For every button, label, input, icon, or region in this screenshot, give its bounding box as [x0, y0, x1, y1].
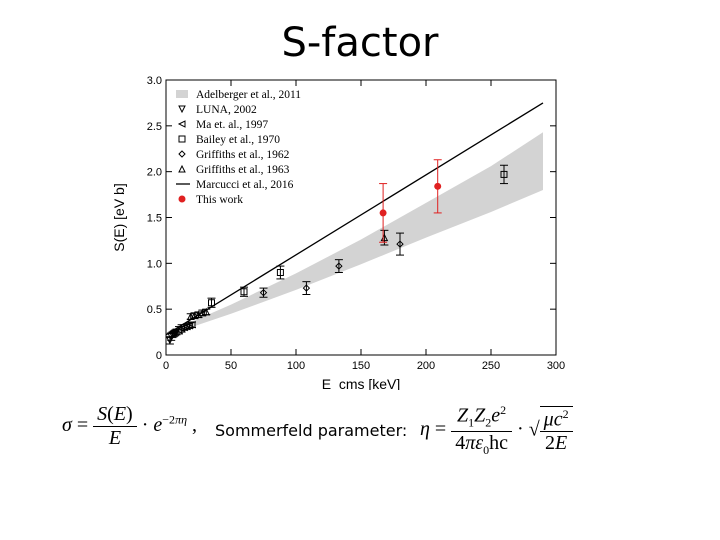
data-point	[178, 164, 186, 173]
legend-entry: Adelberger et al., 2011	[196, 89, 301, 101]
legend-symbol	[176, 90, 188, 98]
data-point	[335, 262, 343, 270]
data-point	[178, 105, 186, 114]
legend-entry: Griffiths et al., 1963	[196, 164, 290, 176]
legend-entry: Marcucci et al., 2016	[196, 179, 294, 191]
band-adelberger	[166, 132, 543, 336]
data-point	[187, 320, 196, 329]
legend-entry: This work	[196, 194, 243, 206]
data-point	[178, 135, 186, 143]
sommerfeld-formula: η = Z1Z2e2 4πε0hc · √ μc2 2E	[420, 403, 573, 458]
data-point	[240, 288, 248, 296]
data-point	[500, 170, 508, 178]
y-tick-label: 1.5	[147, 213, 162, 225]
data-point	[202, 307, 211, 316]
y-tick-label: 1.0	[147, 258, 162, 270]
x-tick-label: 50	[225, 360, 237, 372]
y-tick-label: 3.0	[147, 75, 162, 87]
s-factor-chart: 0 50 100 150 200 250 300 0 0.5 1.0 1.5 2.0 2.5 3.0 E_c…	[111, 75, 565, 390]
cross-section-formula: σ = S(E) E · e−2πη ,	[62, 403, 198, 449]
legend-entry: Ma et. al., 1997	[196, 119, 268, 131]
legend-entry: Griffiths et al., 1962	[196, 149, 290, 161]
data-point	[379, 209, 387, 217]
data-point	[302, 284, 311, 292]
sommerfeld-label: Sommerfeld parameter:	[215, 421, 408, 440]
x-tick-label: 200	[417, 360, 435, 372]
slide-title: S-factor	[281, 20, 439, 66]
x-tick-label: 250	[482, 360, 500, 372]
x-tick-label: 150	[352, 360, 370, 372]
data-point	[208, 299, 215, 307]
theory-line	[165, 102, 544, 336]
x-tick-label: 0	[163, 360, 169, 372]
data-point	[178, 195, 186, 203]
x-axis-label: E_cms [keV]	[322, 376, 401, 390]
data-point	[396, 240, 404, 248]
data-point	[177, 120, 186, 128]
y-tick-label: 0.5	[147, 304, 162, 316]
y-tick-label: 2.5	[147, 121, 162, 133]
y-axis-label: S(E) [eV b]	[111, 183, 127, 251]
data-point	[434, 182, 442, 190]
legend-entry: Bailey et al., 1970	[196, 134, 280, 146]
x-tick-label: 100	[287, 360, 305, 372]
y-tick-label: 0	[156, 350, 162, 362]
data-point	[276, 269, 284, 276]
data-point	[178, 150, 186, 158]
x-tick-label: 300	[547, 360, 565, 372]
data-point	[259, 288, 268, 297]
y-tick-label: 2.0	[147, 167, 162, 179]
legend-entry: LUNA, 2002	[196, 104, 257, 116]
